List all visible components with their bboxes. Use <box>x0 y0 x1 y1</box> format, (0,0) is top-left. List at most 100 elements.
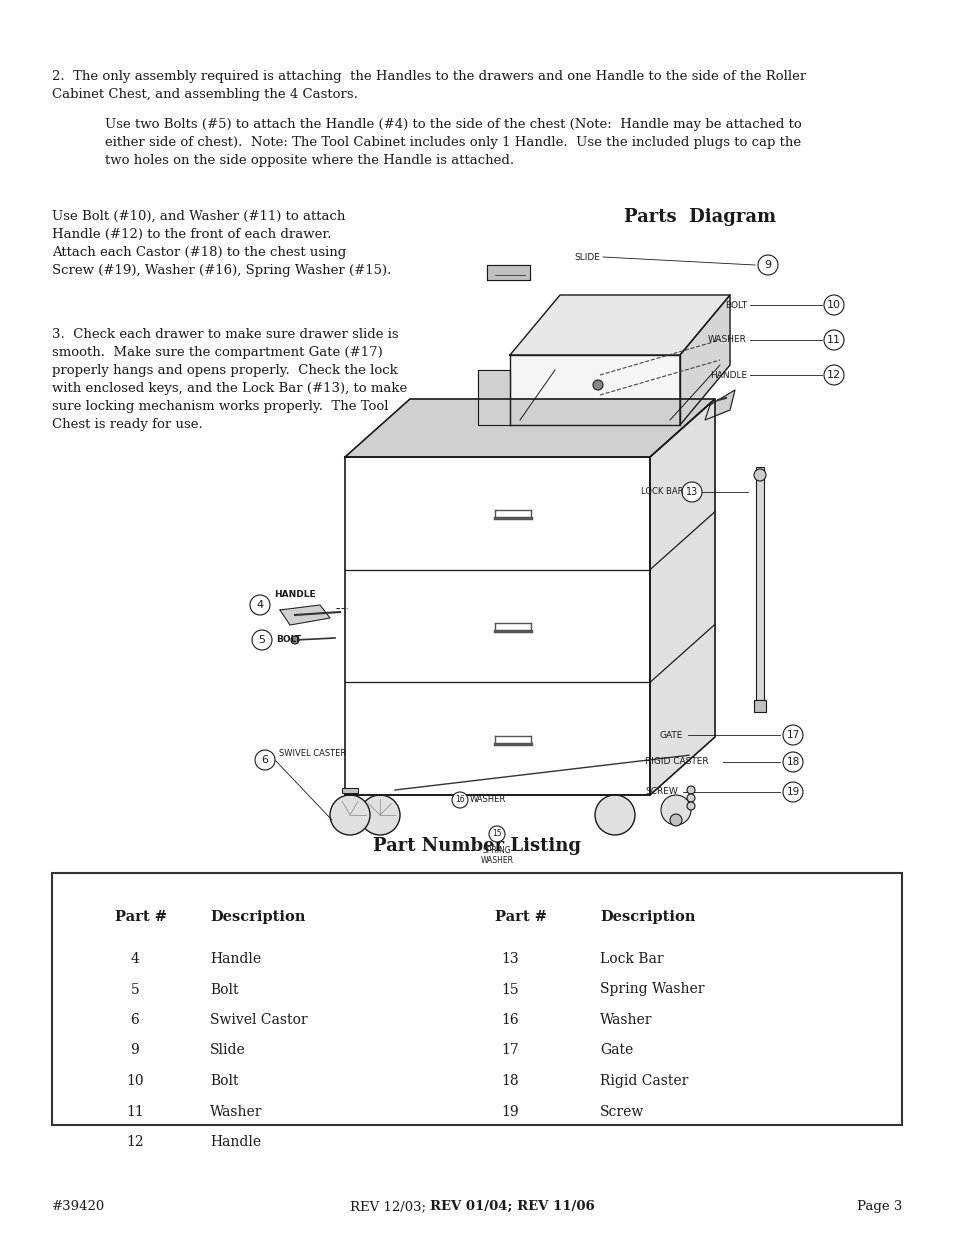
Circle shape <box>823 330 843 350</box>
Text: 6: 6 <box>261 755 268 764</box>
Circle shape <box>823 366 843 385</box>
Text: 10: 10 <box>826 300 841 310</box>
Text: 16: 16 <box>455 795 464 804</box>
Text: RIGID CASTER: RIGID CASTER <box>644 757 708 767</box>
Text: Spring Washer: Spring Washer <box>599 983 703 997</box>
Text: Bolt: Bolt <box>210 983 238 997</box>
Text: Lock Bar: Lock Bar <box>599 952 663 966</box>
Circle shape <box>252 630 272 650</box>
Text: 12: 12 <box>126 1135 144 1149</box>
Text: 4: 4 <box>256 600 263 610</box>
Polygon shape <box>704 390 734 420</box>
Text: 6: 6 <box>131 1013 139 1028</box>
Text: Swivel Castor: Swivel Castor <box>210 1013 307 1028</box>
Text: Bolt: Bolt <box>210 1074 238 1088</box>
Text: 15: 15 <box>492 830 501 839</box>
Circle shape <box>753 469 765 480</box>
Circle shape <box>660 795 690 825</box>
Text: WASHER: WASHER <box>707 336 746 345</box>
Bar <box>755 467 763 700</box>
Text: Page 3: Page 3 <box>856 1200 901 1213</box>
Polygon shape <box>679 295 729 425</box>
Text: 13: 13 <box>685 487 698 496</box>
Text: Gate: Gate <box>599 1044 633 1057</box>
Text: Parts  Diagram: Parts Diagram <box>623 207 775 226</box>
Text: 5: 5 <box>131 983 139 997</box>
Text: REV 01/04; REV 11/06: REV 01/04; REV 11/06 <box>430 1200 594 1213</box>
Text: HANDLE: HANDLE <box>274 590 315 599</box>
Text: 4: 4 <box>131 952 139 966</box>
Text: 11: 11 <box>826 335 841 345</box>
Polygon shape <box>510 295 729 354</box>
Circle shape <box>452 792 468 808</box>
Text: Part Number Listing: Part Number Listing <box>373 837 580 855</box>
Polygon shape <box>510 354 679 425</box>
Text: LOCK BAR: LOCK BAR <box>640 488 683 496</box>
Text: 18: 18 <box>785 757 799 767</box>
Bar <box>341 788 357 793</box>
Text: Washer: Washer <box>210 1104 262 1119</box>
Text: 15: 15 <box>500 983 518 997</box>
Text: SLIDE: SLIDE <box>574 252 599 262</box>
Circle shape <box>823 295 843 315</box>
Text: #39420: #39420 <box>52 1200 105 1213</box>
Circle shape <box>686 802 695 810</box>
Circle shape <box>686 785 695 794</box>
Circle shape <box>669 814 681 826</box>
Text: Screw: Screw <box>599 1104 643 1119</box>
Text: GATE: GATE <box>659 730 682 740</box>
Circle shape <box>782 782 802 802</box>
Text: Slide: Slide <box>210 1044 246 1057</box>
Text: Part #: Part # <box>115 910 167 924</box>
Text: BOLT: BOLT <box>275 636 301 645</box>
Polygon shape <box>345 457 649 795</box>
Text: Rigid Caster: Rigid Caster <box>599 1074 688 1088</box>
Text: BOLT: BOLT <box>724 300 746 310</box>
Polygon shape <box>477 370 510 425</box>
Text: Part #: Part # <box>495 910 546 924</box>
Circle shape <box>595 795 635 835</box>
Text: Description: Description <box>599 910 695 924</box>
Text: 10: 10 <box>126 1074 144 1088</box>
Circle shape <box>330 795 370 835</box>
Text: 11: 11 <box>126 1104 144 1119</box>
Text: 9: 9 <box>131 1044 139 1057</box>
Text: 17: 17 <box>785 730 799 740</box>
Circle shape <box>254 750 274 769</box>
Polygon shape <box>649 399 714 795</box>
Polygon shape <box>345 399 714 457</box>
Text: 3.  Check each drawer to make sure drawer slide is
smooth.  Make sure the compar: 3. Check each drawer to make sure drawer… <box>52 329 407 431</box>
Circle shape <box>593 380 602 390</box>
Circle shape <box>291 636 298 643</box>
Circle shape <box>681 482 701 501</box>
Bar <box>52 873 901 1125</box>
Polygon shape <box>280 605 330 625</box>
Circle shape <box>359 795 399 835</box>
Text: HANDLE: HANDLE <box>709 370 746 379</box>
Text: 17: 17 <box>500 1044 518 1057</box>
Text: REV 12/03;: REV 12/03; <box>349 1200 430 1213</box>
Circle shape <box>489 826 504 842</box>
Bar <box>753 700 765 713</box>
Circle shape <box>250 595 270 615</box>
Text: 16: 16 <box>500 1013 518 1028</box>
Text: WASHER: WASHER <box>480 856 513 864</box>
Text: SWIVEL CASTER: SWIVEL CASTER <box>278 748 346 758</box>
Text: SPRING: SPRING <box>482 846 511 855</box>
Text: Washer: Washer <box>599 1013 652 1028</box>
Circle shape <box>758 254 778 275</box>
Text: Handle: Handle <box>210 952 261 966</box>
Text: 13: 13 <box>500 952 518 966</box>
Circle shape <box>782 752 802 772</box>
Text: WASHER: WASHER <box>470 795 506 804</box>
Polygon shape <box>486 266 530 280</box>
Text: 2.  The only assembly required is attaching  the Handles to the drawers and one : 2. The only assembly required is attachi… <box>52 70 805 101</box>
Text: 9: 9 <box>763 261 771 270</box>
Text: Use two Bolts (#5) to attach the Handle (#4) to the side of the chest (Note:  Ha: Use two Bolts (#5) to attach the Handle … <box>105 119 801 167</box>
Text: Handle: Handle <box>210 1135 261 1149</box>
Text: 19: 19 <box>500 1104 518 1119</box>
Text: 12: 12 <box>826 370 841 380</box>
Text: SCREW: SCREW <box>644 788 677 797</box>
Text: 19: 19 <box>785 787 799 797</box>
Circle shape <box>782 725 802 745</box>
